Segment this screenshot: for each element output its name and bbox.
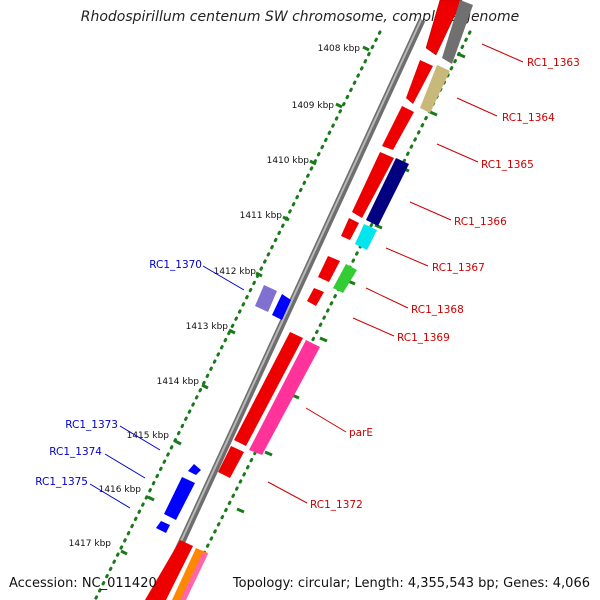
inner-dotted-track [93, 30, 382, 600]
gene-label-rc1-1374[interactable]: RC1_1374 [49, 446, 102, 458]
gene-feature-rc1-1364[interactable] [420, 65, 450, 113]
gene-feature-parE[interactable] [249, 340, 320, 455]
kbp-label: 1414 kbp [157, 377, 200, 387]
kbp-label: 1417 kbp [69, 539, 112, 549]
gene-label-rc1-1365[interactable]: RC1_1365 [481, 159, 534, 171]
gene-feature-small-red[interactable] [341, 218, 359, 240]
outer-tick-marks [236, 52, 466, 514]
chromosome-backbone-highlight [153, 19, 422, 600]
outer-features [145, 0, 473, 600]
reverse-connectors [89, 265, 245, 509]
gene-feature-bottom-pink[interactable] [180, 552, 208, 600]
gene-feature-rc1-1369[interactable] [307, 288, 324, 306]
inner-features [156, 285, 291, 533]
kbp-label: 1409 kbp [292, 101, 335, 111]
kbp-label: 1415 kbp [127, 431, 170, 441]
map-title: Rhodospirillum centenum SW chromosome, c… [80, 9, 520, 25]
gene-label-rc1-1369[interactable]: RC1_1369 [397, 332, 450, 344]
gene-feature-rc1-1375[interactable] [156, 521, 170, 533]
kbp-label: 1416 kbp [99, 485, 142, 495]
gene-feature-rc1-1372[interactable] [218, 446, 244, 478]
forward-connectors [267, 43, 524, 504]
kbp-label: 1411 kbp [240, 211, 283, 221]
gene-label-rc1-1367[interactable]: RC1_1367 [432, 262, 485, 274]
accession-text: Accession: NC_011420 [9, 576, 157, 591]
gene-feature-top-red[interactable] [425, 0, 463, 56]
gene-label-rc1-1372[interactable]: RC1_1372 [310, 499, 363, 511]
gene-feature-rc1-1365-b[interactable] [352, 152, 394, 218]
gene-label-rc1-1373[interactable]: RC1_1373 [65, 419, 118, 431]
kbp-tick-marks [120, 45, 370, 556]
gene-feature-rc1-1363[interactable] [442, 0, 473, 64]
gene-label-rc1-1363[interactable]: RC1_1363 [527, 57, 580, 69]
topology-text: Topology: circular; Length: 4,355,543 bp… [232, 576, 590, 591]
gene-feature-rc1-1370-b[interactable] [272, 294, 291, 320]
gene-label-parE[interactable]: parE [349, 427, 373, 439]
gene-label-rc1-1375[interactable]: RC1_1375 [35, 476, 88, 488]
kbp-label: 1408 kbp [318, 44, 361, 54]
gene-feature-bottom-red[interactable] [145, 540, 193, 600]
gene-label-rc1-1370[interactable]: RC1_1370 [149, 259, 202, 271]
gene-feature-upper-red[interactable] [406, 60, 433, 104]
gene-feature-rc1-1365-a[interactable] [382, 106, 414, 150]
gene-feature-rc1-1366[interactable] [366, 158, 409, 226]
gene-feature-rc1-1374[interactable] [164, 477, 195, 520]
gene-feature-rc1-1373[interactable] [188, 464, 201, 475]
gene-feature-rc1-1367[interactable] [355, 224, 377, 250]
kbp-label: 1413 kbp [186, 322, 229, 332]
kbp-label: 1410 kbp [267, 156, 310, 166]
gene-label-rc1-1364[interactable]: RC1_1364 [502, 112, 555, 124]
outer-dotted-track [178, 30, 472, 600]
gene-feature-long-red[interactable] [234, 332, 303, 446]
gene-feature-rc1-1370[interactable] [255, 285, 277, 312]
gene-feature-mid-red[interactable] [318, 256, 340, 282]
gene-label-rc1-1368[interactable]: RC1_1368 [411, 304, 464, 316]
gene-feature-rc1-1368[interactable] [333, 264, 357, 293]
kbp-label: 1412 kbp [214, 267, 257, 277]
gene-label-rc1-1366[interactable]: RC1_1366 [454, 216, 507, 228]
